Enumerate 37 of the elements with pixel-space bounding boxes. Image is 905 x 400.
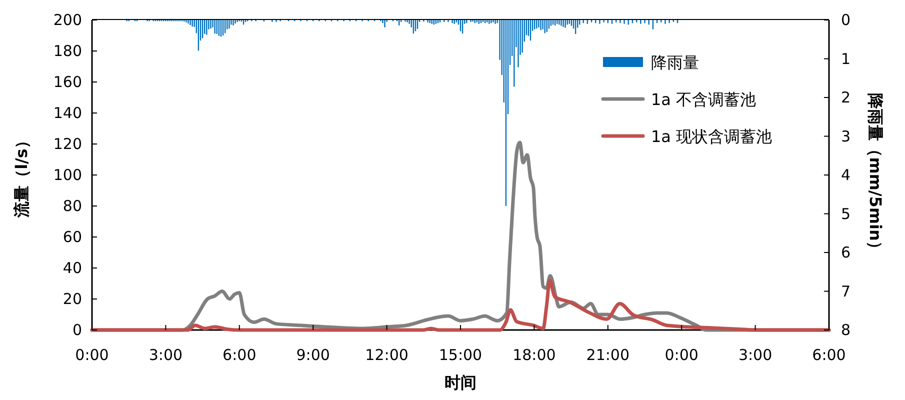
y2-tick-label: 5 xyxy=(841,204,851,223)
y2-axis-title: 降雨量（mm/5min） xyxy=(866,93,885,257)
y2-tick-label: 2 xyxy=(841,88,851,106)
y2-tick-label: 7 xyxy=(841,282,851,300)
y-tick-label: 200 xyxy=(53,11,82,29)
y-tick-label: 0 xyxy=(72,321,82,339)
x-tick-label: 0:00 xyxy=(75,346,109,364)
y-axis-title: 流量（l/s） xyxy=(12,132,31,218)
x-tick-label: 6:00 xyxy=(222,346,256,364)
x-tick-label: 21:00 xyxy=(586,346,630,364)
y-tick-label: 80 xyxy=(62,197,82,215)
y-tick-label: 60 xyxy=(62,228,82,246)
x-tick-label: 12:00 xyxy=(365,346,408,364)
y2-tick-label: 4 xyxy=(841,166,851,184)
y-tick-label: 100 xyxy=(53,166,82,184)
y-tick-label: 160 xyxy=(53,73,82,91)
x-tick-label: 15:00 xyxy=(438,346,482,364)
y2-tick-label: 3 xyxy=(841,127,851,146)
y-tick-label: 120 xyxy=(53,135,82,153)
x-tick-label: 3:00 xyxy=(148,346,183,364)
y2-tick-label: 1 xyxy=(841,50,851,68)
y2-tick-label: 6 xyxy=(841,244,851,262)
x-tick-label: 18:00 xyxy=(512,346,556,364)
y-tick-label: 140 xyxy=(53,104,82,122)
x-axis-title: 时间 xyxy=(444,373,476,392)
x-tick-label: 6:00 xyxy=(812,346,846,364)
x-tick-label: 9:00 xyxy=(296,346,330,364)
legend-label: 1a 现状含调蓄池 xyxy=(651,127,772,146)
x-tick-label: 3:00 xyxy=(738,346,772,364)
x-tick-label: 0:00 xyxy=(664,346,698,364)
y-tick-label: 20 xyxy=(62,290,82,308)
y2-tick-label: 0 xyxy=(841,11,851,29)
y-tick-label: 180 xyxy=(53,42,82,60)
y-tick-label: 40 xyxy=(62,259,82,277)
y2-tick-label: 8 xyxy=(841,321,851,339)
legend-label: 1a 不含调蓄池 xyxy=(651,90,756,109)
legend-label: 降雨量 xyxy=(651,53,699,72)
